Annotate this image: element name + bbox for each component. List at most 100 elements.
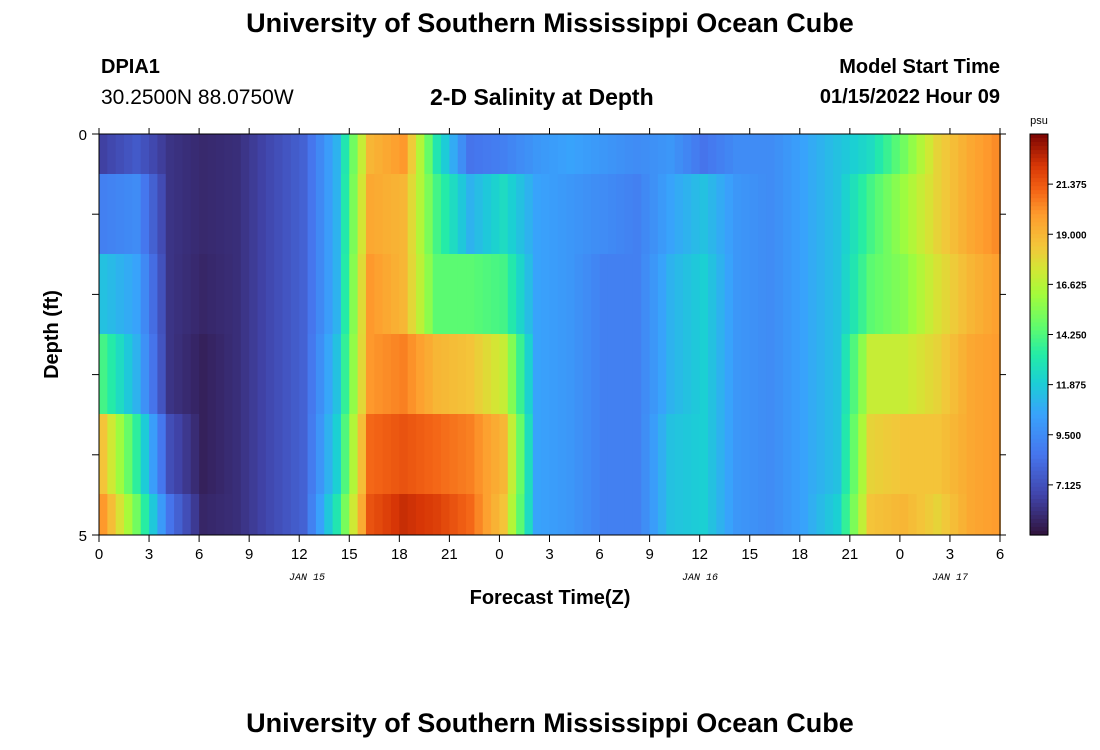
day-label: JAN 15 — [289, 573, 325, 584]
heatmap-cell — [516, 174, 526, 254]
colorbar-segment — [1030, 502, 1048, 508]
heatmap-cell — [824, 334, 834, 414]
heatmap-cell — [416, 254, 425, 334]
heatmap-cell — [274, 174, 284, 254]
heatmap-cell — [766, 254, 776, 334]
heatmap-cell — [516, 494, 526, 535]
heatmap-cell — [232, 174, 242, 254]
heatmap-cell — [99, 174, 108, 254]
heatmap-cell — [299, 494, 309, 535]
x-tick-label: 0 — [896, 546, 904, 563]
heatmap-cell — [357, 334, 367, 414]
heatmap-cell — [491, 254, 501, 334]
heatmap-cell — [708, 494, 717, 535]
colorbar-label: 11.875 — [1056, 381, 1086, 392]
heatmap-cell — [315, 254, 325, 334]
heatmap-cell — [215, 174, 225, 254]
heatmap-cell — [624, 134, 634, 174]
heatmap-cell — [507, 254, 517, 334]
heatmap-cell — [491, 174, 501, 254]
colorbar-segment — [1030, 246, 1048, 251]
heatmap-cell — [190, 254, 200, 334]
heatmap-cell — [290, 174, 300, 254]
heatmap-cell — [382, 134, 392, 174]
heatmap-cell — [774, 414, 784, 494]
heatmap-cell — [124, 494, 133, 535]
heatmap-cell — [240, 414, 250, 494]
heatmap-cell — [924, 414, 934, 494]
heatmap-cell — [749, 414, 759, 494]
heatmap-cell — [365, 174, 375, 254]
heatmap-cell — [207, 174, 217, 254]
heatmap-cell — [174, 254, 184, 334]
heatmap-cell — [115, 334, 125, 414]
colorbar-segment — [1030, 230, 1048, 235]
colorbar-segment — [1030, 318, 1048, 324]
heatmap-cell — [724, 414, 734, 494]
heatmap-cell — [599, 334, 609, 414]
heatmap-cell — [557, 254, 567, 334]
heatmap-cell — [908, 254, 918, 334]
heatmap-cell — [299, 414, 309, 494]
heatmap-cell — [107, 494, 117, 535]
heatmap-cell — [240, 494, 250, 535]
heatmap-cell — [499, 414, 509, 494]
colorbar-segment — [1030, 466, 1048, 472]
heatmap-cell — [149, 414, 158, 494]
heatmap-cell — [165, 334, 175, 414]
heatmap-cell — [424, 494, 434, 535]
heatmap-cell — [591, 254, 601, 334]
heatmap-cell — [140, 134, 150, 174]
heatmap-cell — [182, 494, 192, 535]
heatmap-cell — [841, 414, 851, 494]
heatmap-cell — [232, 494, 242, 535]
heatmap-cell — [299, 334, 309, 414]
colorbar-segment — [1030, 474, 1048, 480]
heatmap-cell — [624, 254, 634, 334]
heatmap-cell — [232, 414, 242, 494]
colorbar-segment — [1030, 310, 1048, 316]
colorbar-segment — [1030, 214, 1048, 219]
heatmap-cell — [449, 134, 459, 174]
colorbar-segment — [1030, 398, 1048, 404]
heatmap-cell — [240, 334, 250, 414]
heatmap-cell — [174, 174, 184, 254]
heatmap-cell — [549, 494, 559, 535]
heatmap-cell — [249, 494, 259, 535]
heatmap-cell — [115, 134, 125, 174]
heatmap-cell — [783, 174, 793, 254]
heatmap-cell — [591, 494, 601, 535]
heatmap-cell — [132, 414, 142, 494]
heatmap-cell — [524, 334, 534, 414]
heatmap-cell — [224, 334, 234, 414]
heatmap-cell — [357, 414, 367, 494]
colorbar-label: 19.000 — [1056, 230, 1087, 241]
heatmap-cell — [899, 494, 909, 535]
heatmap-cell — [157, 334, 167, 414]
heatmap-cell — [749, 254, 759, 334]
heatmap-cell — [774, 494, 784, 535]
heatmap-cell — [783, 334, 793, 414]
heatmap-cell — [883, 134, 893, 174]
heatmap-cell — [157, 254, 167, 334]
heatmap-cell — [340, 174, 350, 254]
heatmap-cell — [883, 494, 893, 535]
heatmap-cell — [557, 334, 567, 414]
heatmap-cell — [666, 254, 676, 334]
heatmap-cell — [649, 494, 659, 535]
heatmap-cell — [716, 494, 726, 535]
colorbar-segment — [1030, 210, 1048, 215]
heatmap-cell — [833, 334, 843, 414]
heatmap-cell — [966, 254, 976, 334]
heatmap-cell — [132, 254, 142, 334]
heatmap-cell — [641, 414, 651, 494]
heatmap-cell — [424, 334, 434, 414]
x-tick-label: 6 — [996, 546, 1004, 563]
colorbar-segment — [1030, 170, 1048, 175]
colorbar-label: 9.500 — [1056, 431, 1081, 442]
colorbar-segment — [1030, 478, 1048, 484]
heatmap-cell — [332, 254, 342, 334]
heatmap-cell — [974, 494, 984, 535]
heatmap-cell — [866, 494, 876, 535]
heatmap-cell — [491, 334, 501, 414]
